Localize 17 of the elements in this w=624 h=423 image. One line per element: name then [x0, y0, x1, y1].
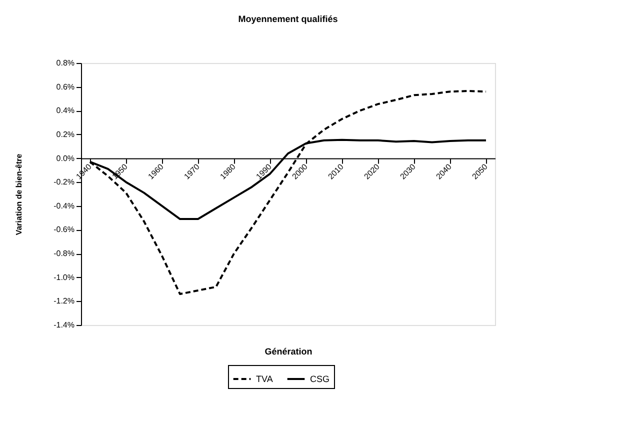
y-tick-label: 0.8% [56, 58, 74, 68]
y-tick-label: 0.6% [56, 82, 74, 92]
y-tick-label: -1.4% [54, 320, 74, 330]
y-tick-label: -0.4% [54, 201, 74, 210]
y-tick-label: -0.2% [54, 178, 74, 187]
y-axis-title: Variation de bien-être [14, 153, 24, 236]
y-tick-label: 0.0% [56, 154, 74, 163]
y-tick-label: -0.6% [54, 225, 74, 234]
y-tick-label: -1.0% [54, 272, 74, 282]
legend-label: TVA [256, 374, 273, 384]
legend-label: CSG [310, 374, 330, 384]
y-tick-label: 0.2% [56, 130, 74, 139]
x-axis-title: Génération [264, 346, 312, 356]
y-tick-label: 0.4% [56, 106, 74, 116]
y-tick-label: -0.8% [54, 249, 74, 258]
chart-title: Moyennement qualifiés [238, 14, 338, 24]
y-tick-label: -1.2% [54, 296, 74, 306]
